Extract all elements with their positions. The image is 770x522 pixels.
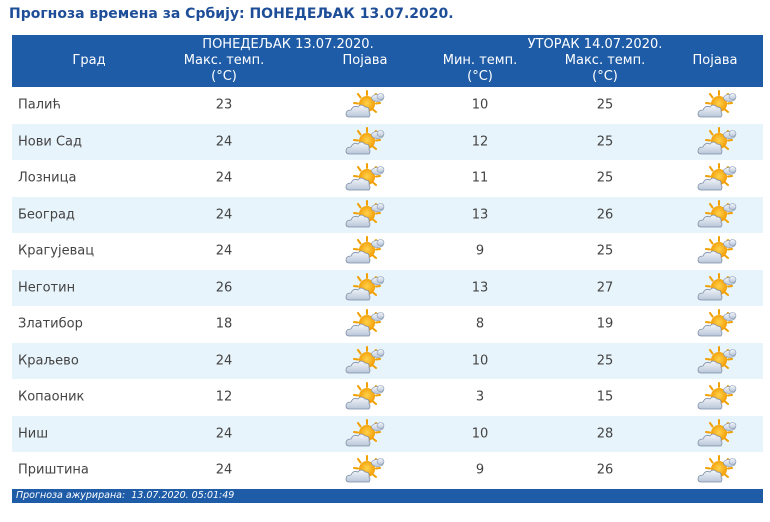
partly-cloudy-sun-icon [695, 89, 739, 121]
day2-max-temp: 25 [596, 170, 614, 186]
day1-max-temp: 24 [215, 207, 233, 223]
forecast-table: Град ПОНЕДЕЉАК 13.07.2020. Макс. темп. (… [12, 35, 763, 503]
table-row: Београд 24 13 26 [12, 196, 763, 233]
table-row: Крагујевац 24 9 25 [12, 233, 763, 270]
day2-max-temp: 26 [596, 207, 614, 223]
header-day2-max: Макс. темп. [564, 53, 646, 68]
partly-cloudy-sun-icon [695, 199, 739, 231]
day2-min-temp: 13 [471, 207, 489, 223]
day2-min-temp: 3 [475, 389, 485, 405]
day2-max-temp: 25 [596, 97, 614, 113]
partly-cloudy-sun-icon [695, 308, 739, 340]
header-day2-min-unit: (°C) [467, 69, 493, 84]
day2-min-temp: 13 [471, 280, 489, 296]
day2-max-temp: 25 [596, 353, 614, 369]
city-name: Ниш [18, 426, 49, 442]
header-day1: ПОНЕДЕЉАК 13.07.2020. [202, 37, 374, 52]
day1-max-temp: 24 [215, 426, 233, 442]
table-row: Златибор 18 8 19 [12, 306, 763, 343]
partly-cloudy-sun-icon [343, 381, 387, 413]
partly-cloudy-sun-icon [695, 162, 739, 194]
update-footer: Прогноза ажурирана: 13.07.2020. 05:01:49 [12, 488, 763, 503]
partly-cloudy-sun-icon [343, 235, 387, 267]
day2-max-temp: 25 [596, 243, 614, 259]
day2-max-temp: 28 [596, 426, 614, 442]
header-day1-phenomenon: Појава [342, 53, 388, 68]
partly-cloudy-sun-icon [695, 235, 739, 267]
partly-cloudy-sun-icon [695, 126, 739, 158]
city-name: Лозница [18, 170, 77, 186]
table-row: Неготин 26 13 27 [12, 269, 763, 306]
day2-min-temp: 9 [475, 243, 485, 259]
partly-cloudy-sun-icon [695, 272, 739, 304]
header-day2-max-unit: (°C) [592, 69, 618, 84]
partly-cloudy-sun-icon [695, 454, 739, 486]
partly-cloudy-sun-icon [343, 454, 387, 486]
header-city: Град [72, 53, 106, 68]
partly-cloudy-sun-icon [343, 199, 387, 231]
partly-cloudy-sun-icon [343, 272, 387, 304]
day1-max-temp: 24 [215, 134, 233, 150]
day1-max-temp: 24 [215, 243, 233, 259]
day1-max-temp: 18 [215, 316, 233, 332]
day1-max-temp: 24 [215, 353, 233, 369]
header-day1-max: Макс. темп. [183, 53, 265, 68]
day2-min-temp: 9 [475, 462, 485, 478]
table-row: Краљево 24 10 25 [12, 342, 763, 379]
day2-min-temp: 10 [471, 353, 489, 369]
partly-cloudy-sun-icon [343, 162, 387, 194]
day2-max-temp: 19 [596, 316, 614, 332]
day1-max-temp: 12 [215, 389, 233, 405]
header-day2-phenomenon: Појава [692, 53, 738, 68]
day2-max-temp: 25 [596, 134, 614, 150]
city-name: Неготин [18, 280, 76, 296]
table-row: Ниш 24 10 28 [12, 415, 763, 452]
partly-cloudy-sun-icon [695, 381, 739, 413]
day1-max-temp: 24 [215, 170, 233, 186]
partly-cloudy-sun-icon [343, 308, 387, 340]
city-name: Нови Сад [18, 134, 83, 150]
partly-cloudy-sun-icon [343, 126, 387, 158]
city-name: Палић [18, 97, 61, 113]
partly-cloudy-sun-icon [343, 89, 387, 121]
table-row: Нови Сад 24 12 25 [12, 123, 763, 160]
day2-max-temp: 15 [596, 389, 614, 405]
day2-min-temp: 10 [471, 97, 489, 113]
day2-max-temp: 27 [596, 280, 614, 296]
partly-cloudy-sun-icon [343, 345, 387, 377]
header-day2: УТОРАК 14.07.2020. [527, 37, 663, 52]
city-name: Копаоник [18, 389, 85, 405]
partly-cloudy-sun-icon [343, 418, 387, 450]
table-header: Град ПОНЕДЕЉАК 13.07.2020. Макс. темп. (… [12, 35, 763, 87]
table-row: Копаоник 12 3 15 [12, 379, 763, 416]
day2-min-temp: 10 [471, 426, 489, 442]
day1-max-temp: 24 [215, 462, 233, 478]
day2-min-temp: 8 [475, 316, 485, 332]
table-row: Приштина 24 9 26 [12, 452, 763, 489]
page-title: Прогноза времена за Србију: ПОНЕДЕЉАК 13… [9, 6, 454, 22]
header-day1-max-unit: (°C) [211, 69, 237, 84]
day2-min-temp: 12 [471, 134, 489, 150]
partly-cloudy-sun-icon [695, 345, 739, 377]
city-name: Приштина [18, 462, 89, 478]
city-name: Златибор [18, 316, 83, 332]
table-row: Лозница 24 11 25 [12, 160, 763, 197]
city-name: Београд [18, 207, 75, 223]
header-day2-min: Мин. темп. [442, 53, 518, 68]
table-row: Палић 23 10 25 [12, 87, 763, 124]
day1-max-temp: 23 [215, 97, 233, 113]
partly-cloudy-sun-icon [695, 418, 739, 450]
city-name: Краљево [18, 353, 79, 369]
city-name: Крагујевац [18, 243, 95, 259]
day2-max-temp: 26 [596, 462, 614, 478]
day1-max-temp: 26 [215, 280, 233, 296]
day2-min-temp: 11 [471, 170, 489, 186]
